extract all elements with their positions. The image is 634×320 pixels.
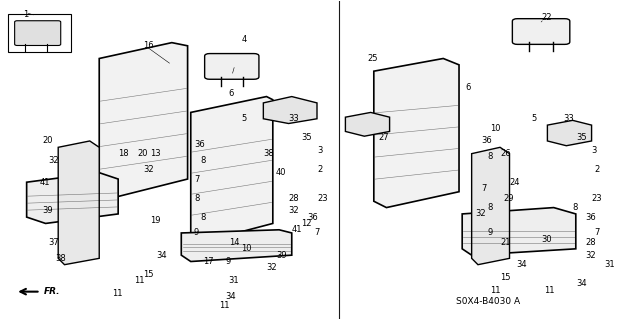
- Text: 8: 8: [200, 156, 205, 164]
- Text: 32: 32: [475, 209, 486, 219]
- Text: 30: 30: [541, 235, 552, 244]
- Text: 11: 11: [219, 301, 230, 310]
- Text: 32: 32: [585, 251, 596, 260]
- Text: 18: 18: [118, 149, 129, 158]
- Text: 13: 13: [150, 149, 160, 158]
- Text: 32: 32: [143, 165, 154, 174]
- Polygon shape: [100, 43, 188, 198]
- Text: 12: 12: [301, 219, 312, 228]
- Text: 31: 31: [229, 276, 239, 285]
- Text: 35: 35: [301, 133, 312, 142]
- Polygon shape: [374, 59, 459, 208]
- Text: 15: 15: [143, 270, 154, 279]
- Polygon shape: [191, 97, 273, 243]
- Polygon shape: [472, 147, 510, 265]
- Text: 36: 36: [194, 140, 205, 148]
- Text: 9: 9: [194, 228, 199, 237]
- Text: 28: 28: [585, 238, 596, 247]
- Text: 31: 31: [604, 260, 615, 269]
- Text: 11: 11: [112, 289, 122, 298]
- Text: 23: 23: [592, 194, 602, 203]
- Text: 34: 34: [516, 260, 526, 269]
- Text: 20: 20: [137, 149, 148, 158]
- Text: 35: 35: [576, 133, 586, 142]
- Text: 7: 7: [314, 228, 319, 237]
- Text: S0X4-B4030 A: S0X4-B4030 A: [456, 297, 520, 306]
- Text: 26: 26: [500, 149, 510, 158]
- Text: 11: 11: [134, 276, 145, 285]
- Text: 41: 41: [292, 225, 302, 234]
- Text: 7: 7: [194, 174, 199, 184]
- Text: 34: 34: [576, 279, 586, 288]
- Text: 7: 7: [595, 228, 600, 237]
- Text: 10: 10: [491, 124, 501, 133]
- Text: 16: 16: [143, 41, 154, 50]
- Text: 8: 8: [194, 194, 199, 203]
- FancyBboxPatch shape: [205, 53, 259, 79]
- Text: 6: 6: [229, 89, 234, 98]
- Text: 32: 32: [49, 156, 60, 164]
- Text: 32: 32: [266, 263, 277, 272]
- Polygon shape: [263, 97, 317, 124]
- Text: 20: 20: [42, 136, 53, 146]
- Text: 23: 23: [317, 194, 328, 203]
- Text: 5: 5: [532, 114, 537, 123]
- Text: 28: 28: [288, 194, 299, 203]
- Text: 38: 38: [55, 254, 66, 263]
- Text: 2: 2: [595, 165, 600, 174]
- Text: 2: 2: [317, 165, 322, 174]
- Text: 11: 11: [544, 285, 555, 295]
- Text: 8: 8: [488, 152, 493, 161]
- Text: 39: 39: [276, 251, 287, 260]
- Bar: [8, 14, 71, 52]
- Text: 8: 8: [200, 212, 205, 222]
- Text: 9: 9: [488, 228, 493, 237]
- Text: 38: 38: [263, 149, 274, 158]
- Text: 36: 36: [307, 212, 318, 222]
- Text: 39: 39: [42, 206, 53, 215]
- Text: 6: 6: [465, 83, 470, 92]
- Text: 17: 17: [204, 257, 214, 266]
- Polygon shape: [462, 208, 576, 255]
- Text: 15: 15: [500, 273, 510, 282]
- Text: 10: 10: [242, 244, 252, 253]
- FancyBboxPatch shape: [512, 19, 570, 44]
- Text: 33: 33: [563, 114, 574, 123]
- Text: 32: 32: [288, 206, 299, 215]
- Text: 7: 7: [481, 184, 486, 193]
- Polygon shape: [346, 112, 389, 136]
- Text: 25: 25: [368, 54, 378, 63]
- Text: 40: 40: [276, 168, 287, 177]
- Polygon shape: [27, 173, 118, 223]
- Text: 1: 1: [23, 10, 29, 19]
- Text: 11: 11: [491, 285, 501, 295]
- Text: FR.: FR.: [44, 287, 60, 296]
- Text: 22: 22: [541, 13, 552, 22]
- Text: 27: 27: [379, 133, 389, 142]
- Text: 3: 3: [592, 146, 597, 155]
- Text: 4: 4: [242, 35, 247, 44]
- Text: 41: 41: [39, 178, 49, 187]
- Polygon shape: [58, 141, 100, 265]
- Text: 34: 34: [226, 292, 236, 301]
- Text: 9: 9: [226, 257, 231, 266]
- Polygon shape: [181, 230, 292, 261]
- Text: 24: 24: [510, 178, 520, 187]
- Text: 21: 21: [500, 238, 510, 247]
- Text: 34: 34: [156, 251, 167, 260]
- Text: 33: 33: [288, 114, 299, 123]
- Text: 14: 14: [229, 238, 239, 247]
- Text: 36: 36: [585, 212, 596, 222]
- Text: 3: 3: [317, 146, 322, 155]
- Text: 29: 29: [503, 194, 514, 203]
- Text: 36: 36: [481, 136, 492, 146]
- Text: 8: 8: [488, 203, 493, 212]
- Text: 5: 5: [242, 114, 247, 123]
- Text: 37: 37: [49, 238, 60, 247]
- Text: 19: 19: [150, 216, 160, 225]
- FancyBboxPatch shape: [15, 21, 61, 45]
- Text: 8: 8: [573, 203, 578, 212]
- Polygon shape: [547, 120, 592, 146]
